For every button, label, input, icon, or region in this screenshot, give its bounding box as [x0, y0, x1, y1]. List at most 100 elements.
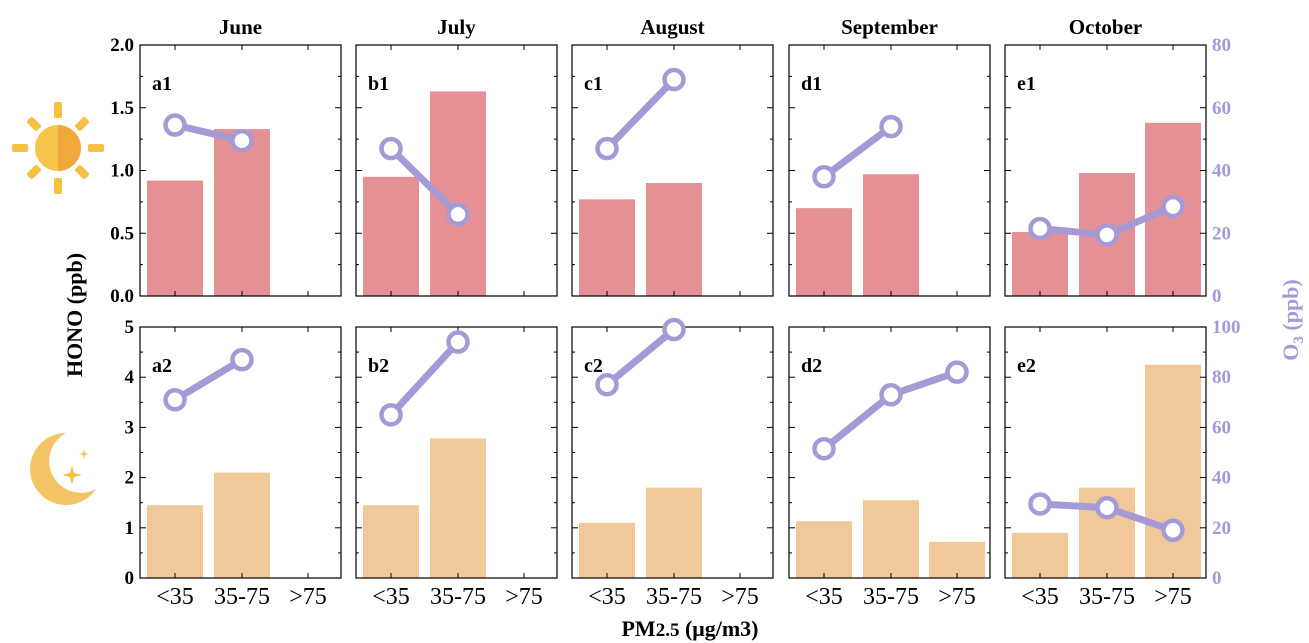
hono-bar	[1012, 532, 1068, 578]
y-tick-label: 0	[125, 568, 135, 589]
o3-marker	[945, 360, 969, 384]
moon-icon	[30, 433, 96, 505]
o3-line	[820, 123, 895, 181]
panel-label: e2	[1017, 355, 1036, 377]
month-title: July	[437, 15, 476, 39]
y-right-tick-label: 20	[1212, 223, 1231, 244]
hono-bar	[796, 521, 852, 578]
y-axis-left-label: HONO (ppb)	[62, 253, 87, 377]
o3-marker	[1028, 216, 1052, 241]
y-tick-label: 1.5	[110, 98, 134, 119]
panel-label: b1	[368, 73, 389, 95]
o3-line	[387, 145, 462, 218]
o3-marker	[230, 128, 254, 153]
o3-marker	[1161, 194, 1185, 219]
panel-label: c1	[584, 73, 603, 95]
o3-marker	[595, 136, 619, 161]
x-tick-label: 35-75	[430, 584, 486, 610]
y-right-tick-label: 100	[1212, 317, 1241, 338]
y-right-tick-label: 0	[1212, 286, 1222, 307]
hono-bar	[147, 180, 203, 296]
x-tick-label: >75	[721, 584, 759, 610]
o3-marker	[379, 403, 403, 427]
o3-marker	[1095, 495, 1119, 520]
y-right-tick-label: 80	[1212, 35, 1231, 56]
hono-bar	[863, 500, 919, 578]
panel-label: e1	[1017, 73, 1036, 95]
panel-label: a1	[152, 73, 172, 95]
y-tick-label: 3	[125, 417, 135, 438]
y-right-tick-label: 40	[1212, 468, 1231, 489]
x-tick-label: 35-75	[863, 584, 919, 610]
hono-bar	[796, 208, 852, 296]
month-title: September	[841, 15, 938, 39]
x-tick-label: <35	[805, 584, 843, 610]
o3-marker	[1028, 492, 1052, 516]
o3-marker	[163, 388, 187, 412]
x-tick-label: <35	[588, 584, 626, 610]
x-tick-label: 35-75	[214, 584, 270, 610]
y-tick-label: 4	[125, 367, 135, 388]
y-right-tick-label: 60	[1212, 98, 1231, 119]
hono-bar	[363, 505, 419, 578]
x-tick-label: <35	[372, 584, 410, 610]
y-right-tick-label: 0	[1212, 568, 1222, 589]
panel-label: d2	[801, 355, 822, 377]
o3-marker	[662, 317, 686, 342]
o3-line	[603, 326, 678, 389]
y-tick-label: 1.0	[110, 161, 134, 182]
panel-label: b2	[368, 355, 389, 377]
x-tick-label: >75	[938, 584, 976, 610]
o3-marker	[879, 383, 903, 407]
o3-marker	[879, 114, 903, 139]
o3-marker	[379, 136, 403, 161]
x-tick-label: >75	[289, 584, 327, 610]
o3-marker	[812, 165, 836, 189]
hono-bar	[1012, 231, 1068, 296]
hono-bar	[1145, 364, 1201, 578]
hono-bar	[646, 487, 702, 578]
o3-marker	[230, 347, 254, 372]
panel-label: c2	[584, 355, 603, 377]
o3-marker	[446, 202, 470, 227]
x-tick-label: <35	[156, 584, 194, 610]
y-tick-label: 2	[125, 468, 135, 489]
y-tick-label: 2.0	[110, 35, 134, 56]
hono-bar	[646, 183, 702, 296]
o3-line	[1103, 203, 1177, 239]
o3-line	[820, 391, 895, 453]
y-axis-right-label: O3 (ppb)	[1278, 279, 1307, 360]
x-tick-label: 35-75	[646, 584, 702, 610]
x-tick-label: >75	[505, 584, 543, 610]
hono-bar	[430, 438, 486, 578]
x-axis-label: PM2.5 (μg/m3)	[621, 616, 758, 641]
y-tick-label: 0.5	[110, 223, 134, 244]
x-tick-label: <35	[1021, 584, 1059, 610]
y-right-tick-label: 60	[1212, 417, 1231, 438]
hono-bar	[147, 505, 203, 578]
x-tick-label: 35-75	[1079, 584, 1135, 610]
hono-bar	[363, 176, 419, 296]
y-right-tick-label: 20	[1212, 518, 1231, 539]
o3-marker	[662, 67, 686, 92]
y-tick-label: 0.0	[110, 286, 134, 307]
y-right-tick-label: 80	[1212, 367, 1231, 388]
o3-marker	[595, 372, 619, 397]
o3-line	[171, 356, 246, 404]
hono-bar	[863, 174, 919, 296]
sun-icon	[12, 102, 104, 194]
o3-line	[387, 338, 462, 419]
hono-bar	[214, 129, 270, 296]
o3-marker	[446, 330, 470, 354]
hono-bar	[214, 472, 270, 578]
month-title: August	[640, 15, 704, 39]
month-title: June	[219, 15, 262, 39]
hono-bar	[579, 199, 635, 296]
month-title: October	[1069, 15, 1142, 39]
x-tick-label: >75	[1154, 584, 1192, 610]
o3-marker	[812, 436, 836, 461]
panel-label: a2	[152, 355, 172, 377]
y-right-tick-label: 40	[1212, 161, 1231, 182]
o3-line	[603, 76, 678, 153]
